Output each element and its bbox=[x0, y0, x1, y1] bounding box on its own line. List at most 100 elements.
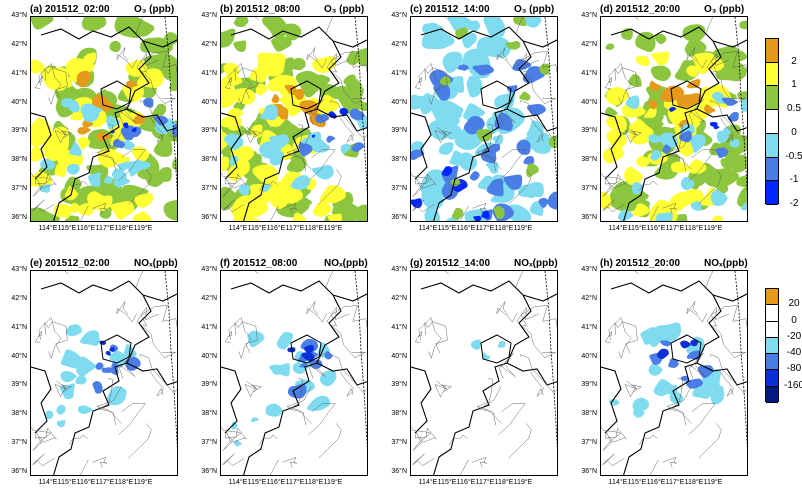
nox-decrease-area bbox=[75, 375, 88, 385]
district-border bbox=[476, 377, 502, 424]
province-border bbox=[31, 280, 177, 475]
district-border bbox=[128, 169, 152, 205]
o3-decrease-area bbox=[710, 189, 729, 207]
longitude-label: 119°E bbox=[133, 479, 153, 486]
nox-decrease-area bbox=[636, 402, 642, 408]
latitude-label: 43°N bbox=[11, 266, 27, 273]
colorbar-tick-label: 20 bbox=[788, 298, 800, 310]
latitude-label: 36°N bbox=[581, 468, 597, 475]
o3-decrease-area bbox=[463, 103, 488, 121]
map-area bbox=[220, 270, 368, 476]
map-area bbox=[600, 270, 748, 476]
nox-strong-decrease-area bbox=[95, 362, 104, 370]
o3-increase-area bbox=[654, 152, 681, 180]
longitude-label: 114°E bbox=[38, 225, 58, 232]
o3-strong-increase-area bbox=[137, 211, 152, 221]
o3-decrease-area bbox=[66, 99, 80, 113]
district-border bbox=[118, 149, 146, 181]
district-border bbox=[479, 386, 502, 426]
o3-increase-area bbox=[451, 207, 464, 220]
map-canvas bbox=[411, 271, 557, 475]
o3-strong-increase-area bbox=[78, 202, 95, 216]
panel-title: (b) 201512_08:00 bbox=[220, 4, 301, 15]
o3-strong-decrease-area bbox=[728, 111, 739, 122]
district-border bbox=[286, 377, 312, 424]
district-border bbox=[269, 206, 279, 221]
coastline bbox=[354, 17, 367, 195]
district-border bbox=[306, 301, 327, 323]
map-area bbox=[30, 16, 178, 222]
district-border bbox=[92, 202, 107, 214]
panel-title: (d) 201512_20:00 bbox=[600, 4, 681, 15]
o3-decrease-area bbox=[438, 142, 454, 155]
o3-strong-increase-area bbox=[69, 202, 80, 213]
o3-max-increase-area bbox=[649, 80, 663, 92]
coastline bbox=[164, 271, 177, 449]
district-border bbox=[119, 352, 136, 379]
o3-strong-increase-area bbox=[223, 62, 241, 79]
latitude-label: 41°N bbox=[11, 69, 27, 77]
o3-max-decrease-area bbox=[131, 127, 137, 132]
colorbar-tick-label: 0 bbox=[791, 314, 797, 326]
o3-increase-area bbox=[221, 191, 232, 203]
map-area bbox=[600, 16, 748, 222]
map-area bbox=[220, 16, 368, 222]
o3-increase-area bbox=[286, 156, 308, 173]
latitude-label: 40°N bbox=[391, 352, 407, 360]
district-border bbox=[35, 427, 57, 444]
o3-max-increase-area bbox=[660, 85, 687, 103]
district-border bbox=[710, 51, 747, 74]
o3-increase-area bbox=[162, 32, 177, 46]
latitude-label: 39°N bbox=[11, 381, 27, 389]
latitude-label: 39°N bbox=[11, 127, 27, 135]
longitude-label: 116°E bbox=[76, 479, 96, 486]
longitude-label: 115°E bbox=[437, 225, 457, 232]
district-border bbox=[54, 380, 72, 398]
latitude-label: 36°N bbox=[391, 214, 407, 221]
longitude-label: 115°E bbox=[247, 479, 267, 486]
o3-max-increase-area bbox=[686, 78, 701, 89]
nox-strong-decrease-area bbox=[92, 381, 103, 394]
o3-strong-decrease-area bbox=[112, 138, 126, 149]
o3-max-decrease-area bbox=[441, 166, 453, 177]
district-border bbox=[424, 321, 448, 354]
longitude-label: 117°E bbox=[665, 225, 685, 232]
nox-decrease-area bbox=[60, 370, 78, 383]
colorbar-swatch bbox=[766, 305, 778, 322]
district-border bbox=[515, 271, 524, 288]
longitude-label: 117°E bbox=[475, 225, 495, 232]
district-border bbox=[259, 180, 278, 192]
longitude-label: 117°E bbox=[95, 225, 115, 232]
o3-strong-decrease-area bbox=[715, 147, 730, 158]
district-border bbox=[340, 117, 354, 143]
o3-strong-increase-area bbox=[87, 191, 109, 209]
district-border bbox=[308, 403, 336, 435]
district-border bbox=[705, 17, 714, 34]
o3-decrease-area bbox=[485, 161, 499, 174]
latitude-label: 37°N bbox=[391, 185, 407, 193]
latitude-label: 42°N bbox=[581, 294, 597, 302]
o3-decrease-area bbox=[729, 139, 741, 148]
o3-strong-increase-area bbox=[621, 104, 648, 118]
nox-max-decrease-area bbox=[105, 350, 111, 356]
o3-increase-area bbox=[548, 135, 557, 149]
district-border bbox=[282, 456, 297, 468]
district-border bbox=[662, 202, 677, 214]
district-border bbox=[516, 52, 556, 104]
latitude-label: 42°N bbox=[391, 294, 407, 302]
o3-strong-increase-area bbox=[31, 144, 47, 162]
district-border bbox=[520, 100, 557, 140]
district-border bbox=[688, 403, 716, 435]
nox-decrease-area bbox=[77, 405, 94, 414]
district-border bbox=[604, 330, 612, 343]
district-border bbox=[624, 126, 642, 144]
nox-decrease-area bbox=[233, 440, 243, 447]
district-border bbox=[411, 172, 432, 197]
o3-decrease-area bbox=[449, 150, 470, 166]
nox-strong-decrease-area bbox=[309, 359, 324, 369]
city-border bbox=[290, 80, 322, 110]
o3-strong-decrease-area bbox=[326, 135, 337, 143]
map-canvas bbox=[411, 17, 557, 221]
latitude-label: 39°N bbox=[581, 127, 597, 135]
o3-decrease-area bbox=[238, 184, 250, 196]
